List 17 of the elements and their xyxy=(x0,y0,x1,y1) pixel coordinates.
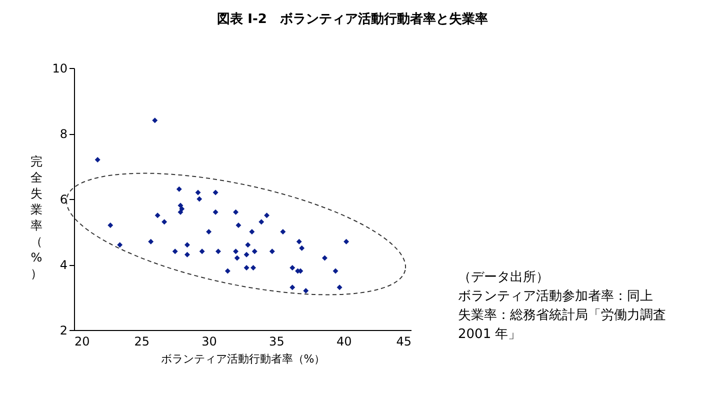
y-tick-label: 10 xyxy=(52,62,68,76)
x-axis-title: ボランティア活動行動者率（%） xyxy=(160,352,326,366)
text: 失業率：総務省統計局「労働力調査 2001 年」 xyxy=(458,307,667,344)
x-tick-label: 25 xyxy=(134,334,150,348)
y-tick-label: 8 xyxy=(60,127,68,141)
text: ボランティア活動参加者率：同上 xyxy=(458,288,654,306)
y-tick-label: 2 xyxy=(60,324,68,338)
chart-title: 図表 I-2 ボランティア活動行動者率と失業率 xyxy=(217,11,488,27)
x-tick-label: 30 xyxy=(202,334,217,348)
y-axis-title: 完全失業率（%） xyxy=(30,154,42,280)
text: （データ出所） xyxy=(458,269,550,287)
x-tick-label: 45 xyxy=(396,334,412,348)
x-tick-label: 40 xyxy=(336,334,352,348)
y-tick-label: 6 xyxy=(60,192,68,206)
x-tick-label: 20 xyxy=(74,334,90,348)
y-tick-label: 4 xyxy=(60,258,68,272)
x-tick-label: 35 xyxy=(269,334,284,348)
